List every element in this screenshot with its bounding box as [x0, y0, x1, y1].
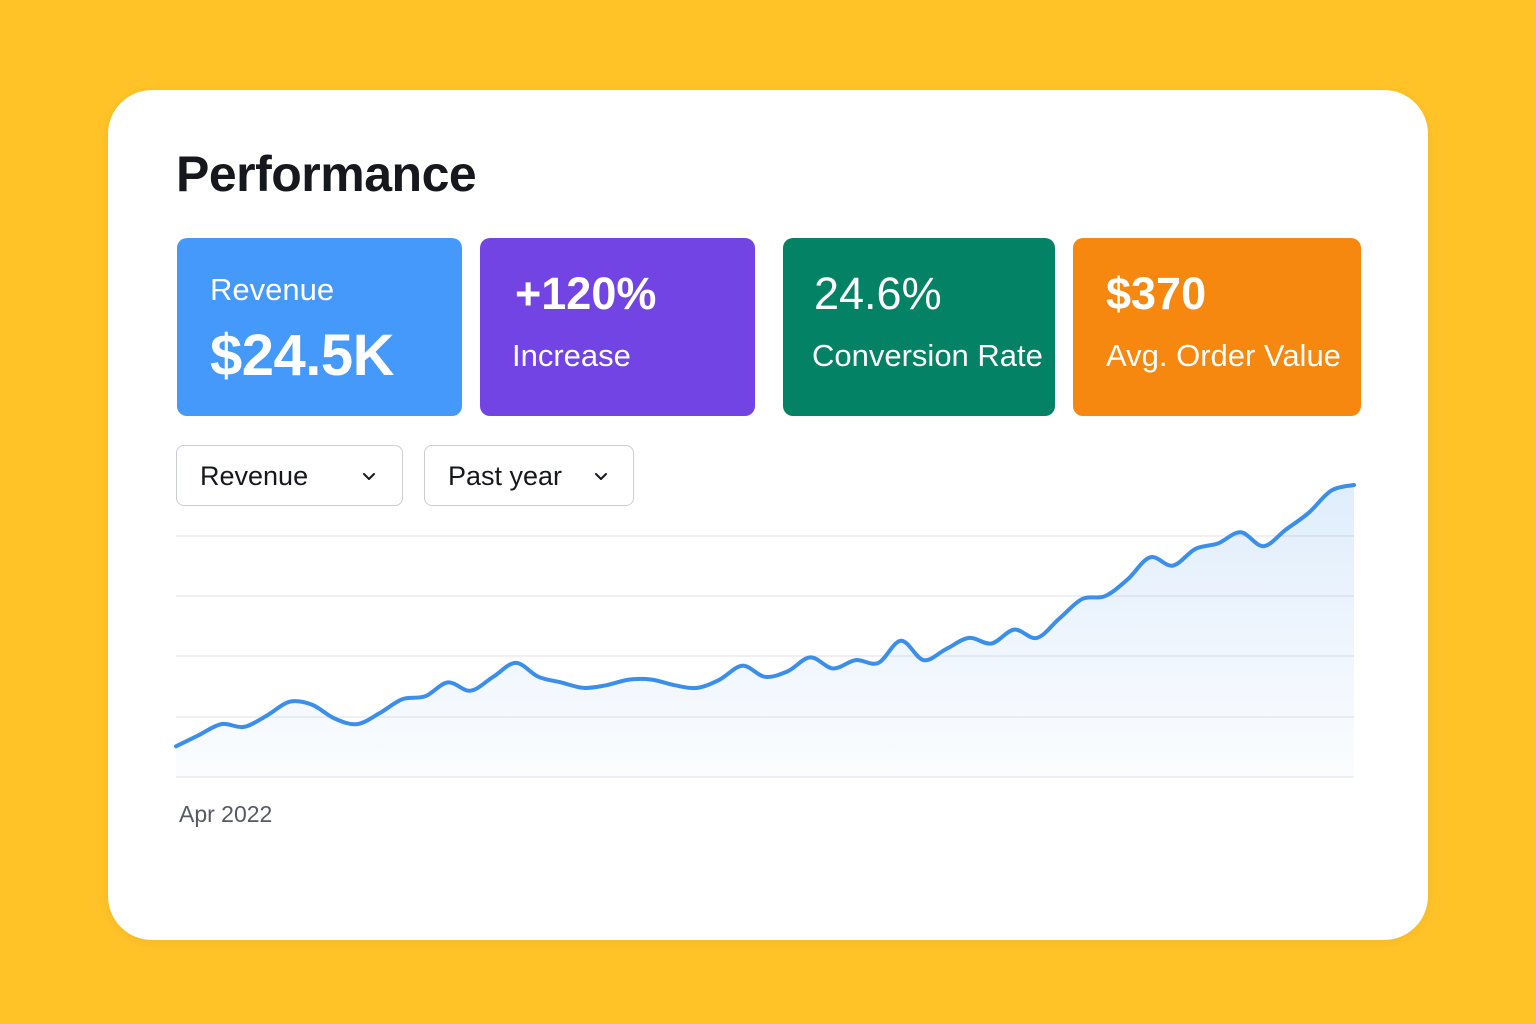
revenue-kpi-card[interactable]: Revenue $24.5K [177, 238, 462, 416]
range-select-value: Past year [448, 461, 563, 491]
conversion-value: 24.6% [814, 268, 942, 319]
chevron-down-icon [363, 473, 375, 480]
metric-select[interactable]: Revenue [176, 445, 403, 506]
aov-label: Avg. Order Value [1106, 338, 1341, 373]
metric-select-value: Revenue [200, 461, 309, 491]
x-axis-start-label: Apr 2022 [179, 801, 273, 827]
increase-value: +120% [515, 268, 657, 319]
chart-series-line [174, 483, 1356, 749]
conversion-kpi-card[interactable]: 24.6% Conversion Rate [783, 238, 1055, 416]
range-select[interactable]: Past year [424, 445, 634, 506]
revenue-value: $24.5K [210, 323, 395, 388]
revenue-label: Revenue [210, 272, 335, 307]
increase-label: Increase [512, 338, 631, 373]
increase-kpi-card[interactable]: +120% Increase [480, 238, 755, 416]
chevron-down-icon [595, 473, 607, 480]
chart-area-fill [176, 485, 1354, 777]
page-title: Performance [176, 146, 477, 202]
performance-card: Performance Revenue $24.5K +120% Increas… [108, 90, 1428, 940]
aov-value: $370 [1106, 268, 1207, 319]
conversion-label: Conversion Rate [812, 338, 1043, 373]
revenue-area-chart [174, 483, 1356, 778]
aov-kpi-card[interactable]: $370 Avg. Order Value [1073, 238, 1361, 416]
